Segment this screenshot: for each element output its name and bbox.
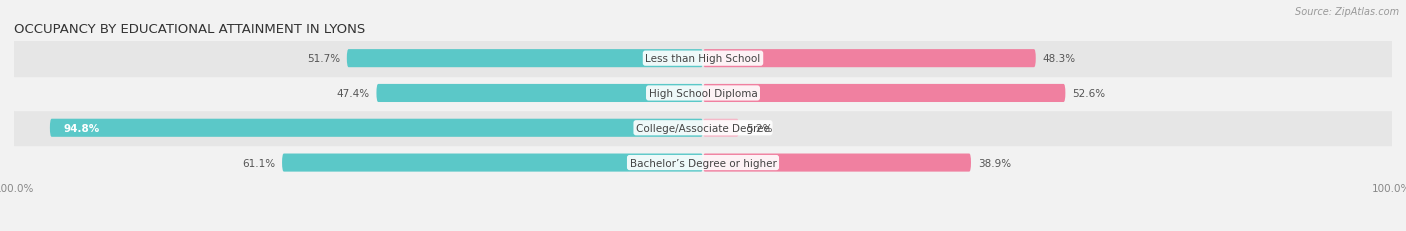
FancyBboxPatch shape (283, 154, 703, 172)
Text: 5.2%: 5.2% (745, 123, 772, 133)
Text: Source: ZipAtlas.com: Source: ZipAtlas.com (1295, 7, 1399, 17)
Bar (14, 111, 1392, 146)
Text: Less than High School: Less than High School (645, 54, 761, 64)
Text: College/Associate Degree: College/Associate Degree (636, 123, 770, 133)
FancyBboxPatch shape (703, 85, 1066, 103)
Text: 38.9%: 38.9% (979, 158, 1011, 168)
FancyBboxPatch shape (49, 119, 703, 137)
FancyBboxPatch shape (703, 154, 972, 172)
Text: OCCUPANCY BY EDUCATIONAL ATTAINMENT IN LYONS: OCCUPANCY BY EDUCATIONAL ATTAINMENT IN L… (14, 23, 366, 36)
Text: Bachelor’s Degree or higher: Bachelor’s Degree or higher (630, 158, 776, 168)
Bar (14, 76, 1392, 111)
Text: 47.4%: 47.4% (336, 88, 370, 99)
Text: 61.1%: 61.1% (242, 158, 276, 168)
Bar (14, 42, 1392, 76)
FancyBboxPatch shape (377, 85, 703, 103)
Text: High School Diploma: High School Diploma (648, 88, 758, 99)
FancyBboxPatch shape (703, 119, 738, 137)
Bar (14, 146, 1392, 180)
FancyBboxPatch shape (703, 50, 1036, 68)
Text: 94.8%: 94.8% (63, 123, 100, 133)
Text: 52.6%: 52.6% (1073, 88, 1105, 99)
FancyBboxPatch shape (347, 50, 703, 68)
Text: 48.3%: 48.3% (1043, 54, 1076, 64)
Text: 51.7%: 51.7% (307, 54, 340, 64)
